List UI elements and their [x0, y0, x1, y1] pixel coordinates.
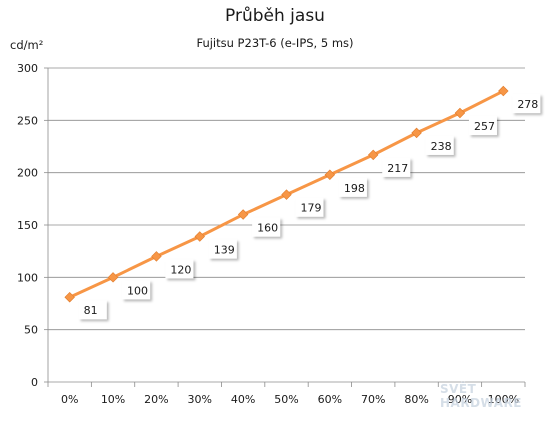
data-point-marker: [194, 231, 205, 242]
data-label-box: [208, 239, 237, 259]
data-point-marker: [324, 169, 336, 180]
data-point-marker: [368, 149, 379, 161]
data-labels: 81 100 120 139 160 179 198 217 238 257 278: [78, 94, 541, 320]
data-label-box: [295, 197, 324, 217]
x-tick-label: 20%: [144, 393, 168, 406]
axes: 0 50 100 150 200 250 300 0% 10% 20% 30% 40% 50% 60% 70…: [17, 62, 526, 406]
data-label: 179: [301, 202, 322, 215]
data-label-box: [512, 94, 541, 114]
data-label-box: [382, 157, 411, 177]
y-tick-label-100: 100: [17, 271, 38, 284]
x-tick-label: 70%: [361, 393, 385, 406]
data-point-marker: [237, 209, 249, 220]
y-tick-label-250: 250: [17, 114, 38, 127]
chart-title: Průběh jasu: [225, 6, 325, 26]
data-point-marker: [107, 272, 119, 283]
x-tick-label: 90%: [448, 393, 472, 406]
data-point-marker: [64, 291, 75, 303]
data-label: 139: [214, 244, 235, 257]
chart-subtitle: Fujitsu P23T-6 (e-IPS, 5 ms): [196, 36, 354, 50]
data-label: 278: [517, 98, 538, 111]
data-label: 217: [387, 162, 408, 175]
data-label-box: [338, 177, 367, 197]
data-label-box: [468, 116, 497, 136]
watermark-logo: SVĚT HARDWARE: [440, 382, 522, 410]
data-label-box: [425, 135, 454, 155]
data-label-box: [165, 259, 194, 279]
data-point-marker: [411, 127, 422, 139]
x-tick-label: 80%: [404, 393, 428, 406]
data-label-box: [78, 300, 107, 320]
data-label: 257: [474, 120, 495, 133]
y-tick-label-50: 50: [24, 324, 38, 337]
data-label: 100: [127, 284, 148, 297]
data-label: 120: [170, 263, 191, 276]
data-label: 198: [344, 182, 365, 195]
y-tick-label-0: 0: [31, 376, 38, 389]
y-tick-label-200: 200: [17, 167, 38, 180]
data-point-marker: [281, 189, 292, 200]
series-brightness: [64, 85, 509, 303]
x-tick-label: 100%: [488, 393, 519, 406]
y-tick-label-300: 300: [17, 62, 38, 75]
data-label: 238: [431, 140, 452, 153]
data-label-box: [122, 280, 151, 300]
x-tick-label: 60%: [318, 393, 342, 406]
x-tick-label: 0%: [61, 393, 78, 406]
x-tick-label: 10%: [101, 393, 125, 406]
data-point-marker: [454, 107, 466, 119]
data-label: 160: [257, 222, 278, 235]
x-tick-label: 50%: [274, 393, 298, 406]
data-point-marker: [151, 251, 162, 262]
data-label: 81: [84, 304, 98, 317]
x-tick-label: 40%: [231, 393, 255, 406]
y-tick-label-150: 150: [17, 219, 38, 232]
x-tick-label: 30%: [188, 393, 212, 406]
data-point-marker: [498, 85, 509, 97]
y-axis-unit-label: cd/m²: [10, 38, 44, 52]
data-label-box: [252, 217, 281, 237]
